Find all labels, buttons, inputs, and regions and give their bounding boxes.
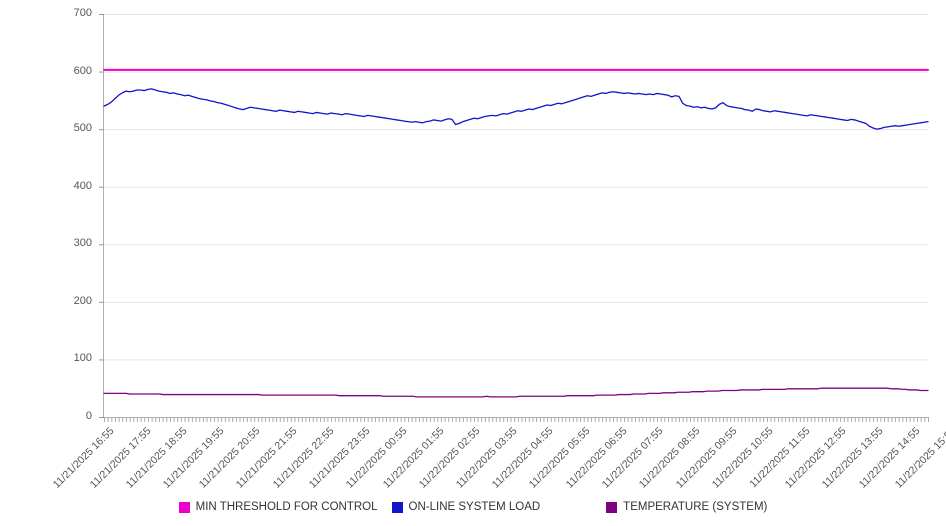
legend-item[interactable]: MIN THRESHOLD FOR CONTROL <box>178 501 378 513</box>
legend-swatch-icon <box>178 501 190 513</box>
y-axis-tick-label: 400 <box>73 179 92 192</box>
y-axis-tick-label: 700 <box>73 7 92 19</box>
y-axis-tick-label: 0 <box>85 410 92 422</box>
y-axis-tick-label: 100 <box>73 352 92 365</box>
y-axis-tick-label: 600 <box>73 64 92 77</box>
gridlines-group <box>104 14 928 418</box>
legend-swatch-icon <box>606 501 618 513</box>
legend-item-label: MIN THRESHOLD FOR CONTROL <box>195 501 378 513</box>
chart-legend: MIN THRESHOLD FOR CONTROL ON-LINE SYSTEM … <box>0 496 946 518</box>
legend-swatch-icon <box>391 501 403 513</box>
legend-item[interactable]: TEMPERATURE (SYSTEM) <box>606 501 767 513</box>
series-line <box>103 88 929 130</box>
legend-item-label: TEMPERATURE (SYSTEM) <box>623 501 768 513</box>
y-axis-ticks <box>99 14 104 418</box>
x-axis-minor-ticks <box>104 417 929 422</box>
y-axis-tick-label: 300 <box>73 237 92 250</box>
data-series-group <box>103 68 929 398</box>
legend-item-label: ON-LINE SYSTEM LOAD <box>408 501 541 513</box>
y-axis-tick-label: 500 <box>73 122 92 135</box>
series-line <box>103 387 929 398</box>
legend-item[interactable]: ON-LINE SYSTEM LOAD <box>391 501 541 513</box>
axes-group <box>103 14 928 418</box>
y-axis-tick-label: 200 <box>73 294 92 307</box>
